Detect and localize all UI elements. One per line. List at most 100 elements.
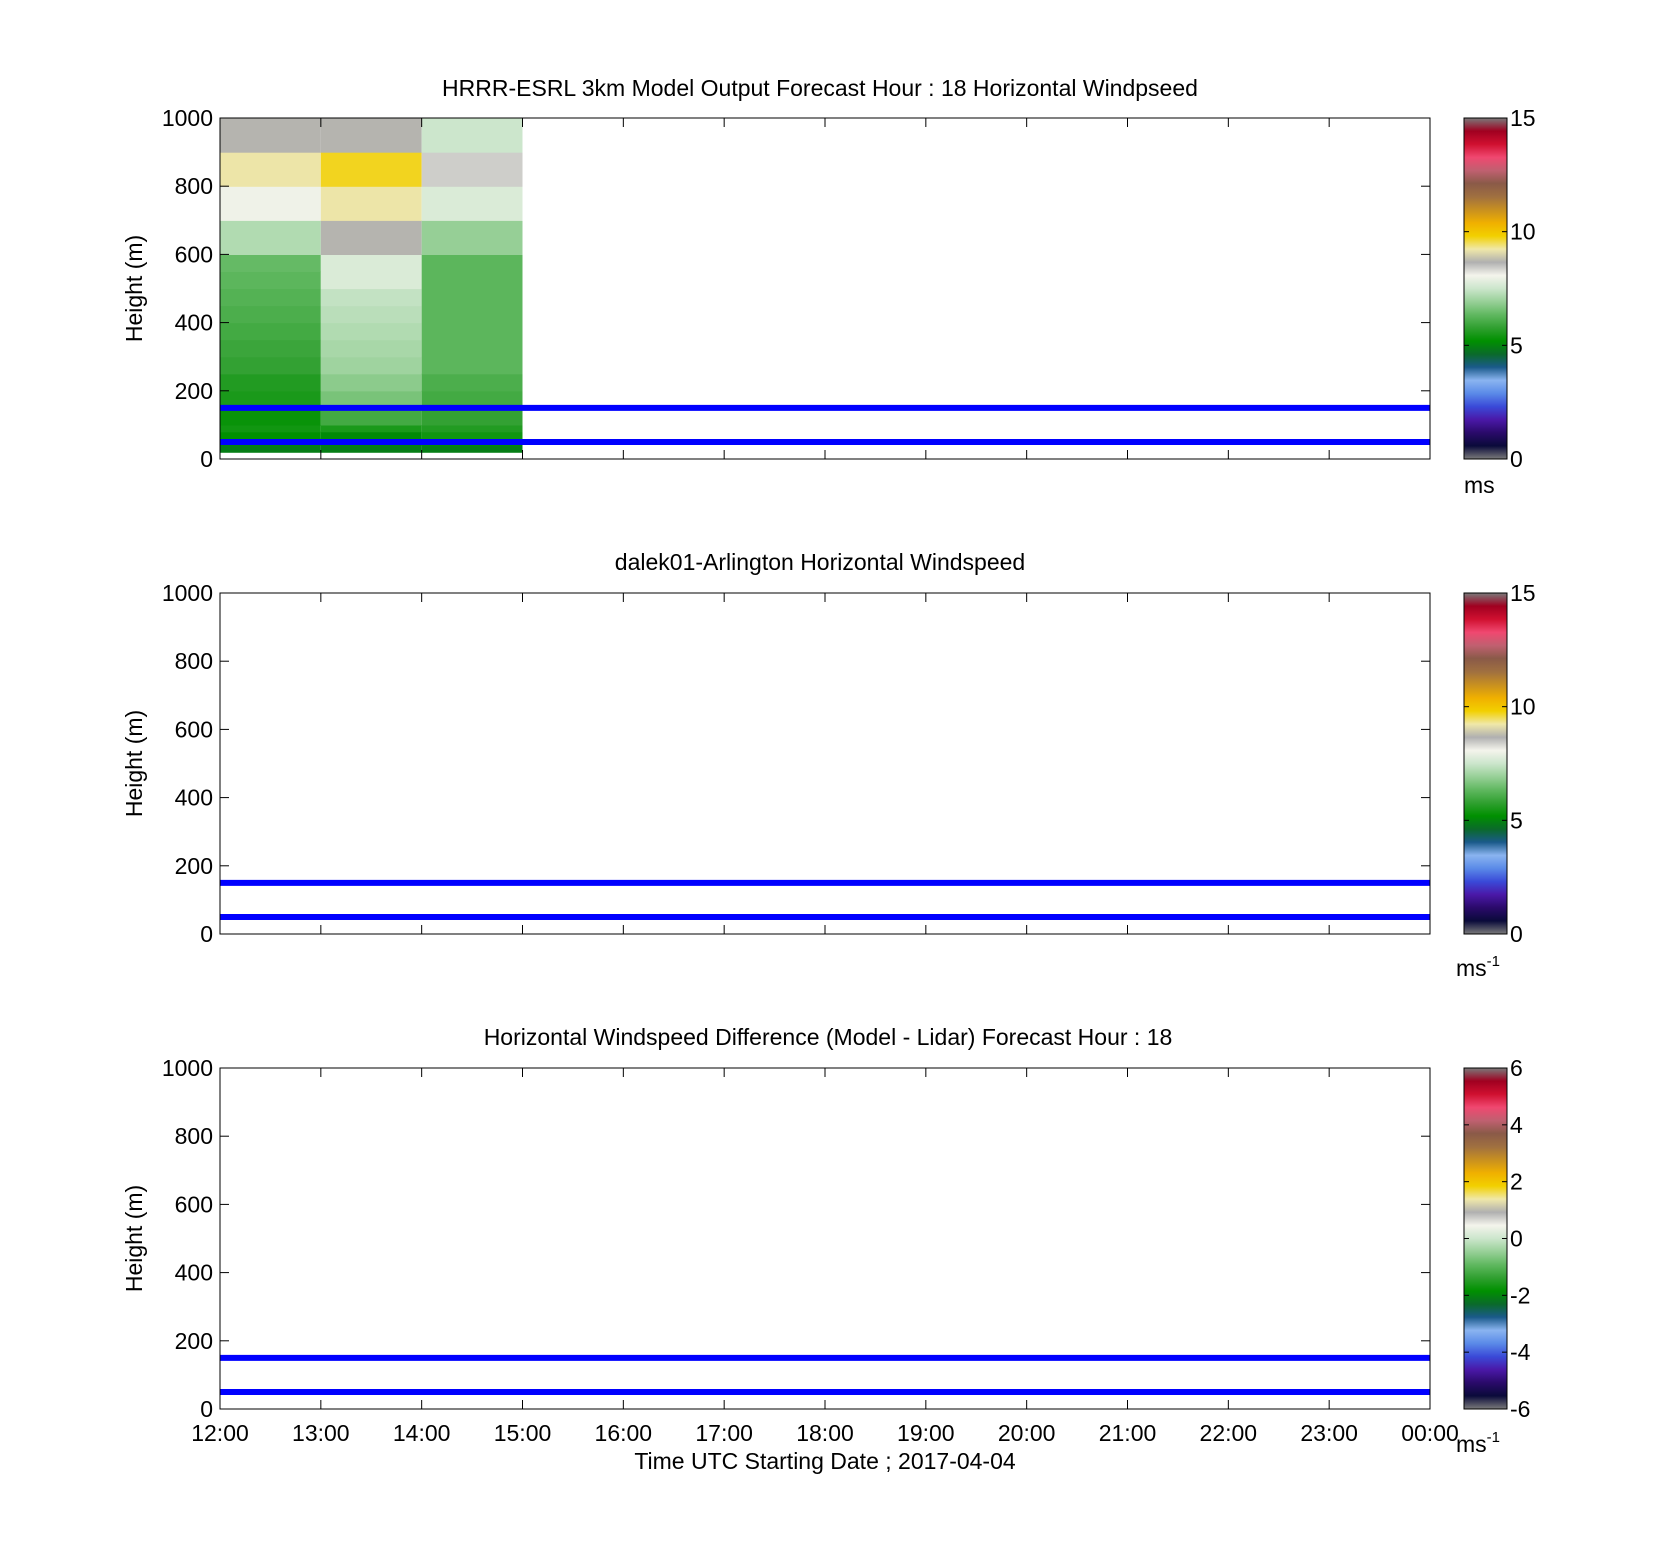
- colorbar-ramp: [1463, 117, 1508, 460]
- heatmap-cell: [320, 390, 422, 409]
- y-tick-label: 600: [175, 241, 213, 267]
- panel-title: Horizontal Windspeed Difference (Model -…: [484, 1024, 1173, 1050]
- x-ticks: 12:00 13:00 14:00 15:00 16:00 17:00 18:00 19:00…: [191, 1068, 1459, 1446]
- colorbar-tick-label: 10: [1510, 219, 1536, 245]
- heatmap-cell: [320, 373, 422, 392]
- heatmap-cell: [421, 407, 523, 426]
- panel-difference: Horizontal Windspeed Difference (Model -…: [121, 1024, 1531, 1474]
- colorbar-tick-label: 15: [1510, 580, 1536, 606]
- y-tick-label: 800: [175, 1123, 213, 1149]
- heatmap-cell: [421, 390, 523, 409]
- heatmap-cell: [421, 445, 523, 453]
- heatmap-cell: [320, 407, 422, 426]
- colorbar-tick-label: 0: [1510, 446, 1523, 472]
- x-tick-label: 21:00: [1099, 1420, 1157, 1446]
- heatmap-cell: [220, 339, 321, 358]
- reference-lines: [220, 404, 1430, 445]
- colorbar: 0 5 10 15 ms: [1463, 105, 1536, 498]
- colorbar-ticks: 0 5 10 15: [1464, 580, 1536, 947]
- heatmap-cell: [320, 305, 422, 324]
- heatmap-cell: [220, 424, 321, 433]
- heatmap-cell: [421, 186, 523, 221]
- colorbar-tick-label: 0: [1510, 921, 1523, 947]
- heatmap-cell: [320, 424, 422, 433]
- colorbar-tick-label: 4: [1510, 1112, 1523, 1138]
- heatmap-cell: [320, 186, 422, 221]
- panel-lidar: dalek01-Arlington Horizontal Windspeed 0…: [121, 549, 1536, 981]
- colorbar-unit-superscript: -1: [1487, 1429, 1500, 1446]
- heatmap-cell: [220, 220, 321, 255]
- colorbar-unit: ms-1: [1456, 953, 1500, 981]
- heatmap-cell: [320, 288, 422, 307]
- colorbar-tick-label: 10: [1510, 694, 1536, 720]
- heatmap-cell: [220, 322, 321, 341]
- colorbar-tick-label: 5: [1510, 807, 1523, 833]
- y-axis: 0 200 400 600 800 1000: [162, 105, 1430, 472]
- x-tick-label: 20:00: [998, 1420, 1056, 1446]
- x-tick-label: 17:00: [695, 1420, 753, 1446]
- x-tick-label: 19:00: [897, 1420, 955, 1446]
- heatmap-cell: [220, 271, 321, 290]
- heatmap-cell: [320, 118, 422, 153]
- x-tick-label: 18:00: [796, 1420, 854, 1446]
- panel-title: HRRR-ESRL 3km Model Output Forecast Hour…: [442, 75, 1198, 101]
- heatmap-cell: [320, 339, 422, 358]
- y-axis-label: Height (m): [121, 710, 147, 817]
- y-tick-label: 200: [175, 378, 213, 404]
- x-tick-label: 15:00: [494, 1420, 552, 1446]
- colorbar-tick-label: -6: [1510, 1396, 1530, 1422]
- y-tick-label: 800: [175, 648, 213, 674]
- heatmap-cell: [220, 390, 321, 409]
- x-tick-label: 00:00: [1401, 1420, 1459, 1446]
- colorbar-unit-text: ms: [1456, 955, 1487, 981]
- heatmap-cell: [421, 118, 523, 153]
- x-tick-label: 12:00: [191, 1420, 249, 1446]
- heatmap-cell: [220, 407, 321, 426]
- panel-model: HRRR-ESRL 3km Model Output Forecast Hour…: [121, 75, 1536, 498]
- colorbar-tick-label: 2: [1510, 1169, 1523, 1195]
- colorbar-unit-text: ms: [1464, 472, 1495, 498]
- x-tick-label: 16:00: [595, 1420, 653, 1446]
- heatmap-cell: [320, 152, 422, 187]
- colorbar-ramp: [1463, 592, 1508, 935]
- y-tick-label: 0: [200, 1396, 213, 1422]
- reference-lines: [220, 879, 1430, 920]
- heatmap-cell: [421, 373, 523, 392]
- x-ticks: [219, 593, 1431, 934]
- heatmap-cell: [320, 220, 422, 255]
- heatmap-cell: [220, 431, 321, 440]
- heatmap-cell: [220, 118, 321, 153]
- colorbar-tick-label: 0: [1510, 1226, 1523, 1252]
- y-tick-label: 200: [175, 853, 213, 879]
- y-tick-label: 400: [175, 310, 213, 336]
- x-tick-label: 22:00: [1200, 1420, 1258, 1446]
- heatmap-cell: [320, 445, 422, 453]
- colorbar-unit: ms-1: [1456, 1429, 1500, 1457]
- heatmap-cell: [421, 254, 523, 375]
- heatmap-cell: [220, 186, 321, 221]
- heatmap-cell: [220, 445, 321, 453]
- heatmap-cell: [320, 322, 422, 341]
- colorbar-unit-text: ms: [1456, 1431, 1487, 1457]
- colorbar-tick-label: 6: [1510, 1055, 1523, 1081]
- heatmap-cell: [421, 152, 523, 187]
- x-ticks: [219, 118, 1431, 459]
- colorbar-unit-superscript: -1: [1487, 953, 1500, 970]
- heatmap-cell: [220, 373, 321, 392]
- heatmap-cell: [220, 305, 321, 324]
- heatmap-cell: [320, 356, 422, 375]
- heatmap-cell: [421, 424, 523, 433]
- colorbar-ticks: 0 5 10 15: [1464, 105, 1536, 472]
- x-tick-label: 23:00: [1300, 1420, 1358, 1446]
- y-tick-label: 800: [175, 173, 213, 199]
- panel-title: dalek01-Arlington Horizontal Windspeed: [615, 549, 1025, 575]
- colorbar-ticks: -6 -4 -2 0 2 4 6: [1464, 1055, 1531, 1422]
- y-tick-label: 400: [175, 1260, 213, 1286]
- colorbar-tick-label: 15: [1510, 105, 1536, 131]
- colorbar-ramp: [1463, 1067, 1508, 1410]
- heatmap-cell: [220, 152, 321, 187]
- heatmap-cell: [220, 254, 321, 273]
- colorbar-tick-label: -4: [1510, 1339, 1531, 1365]
- x-axis-label: Time UTC Starting Date ; 2017-04-04: [634, 1448, 1016, 1474]
